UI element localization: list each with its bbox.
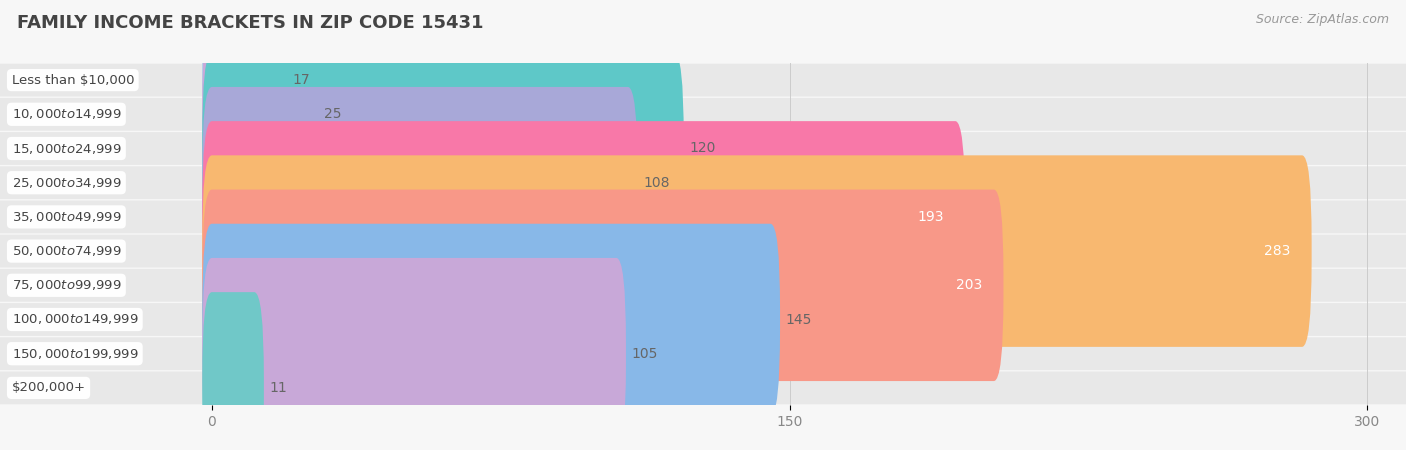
Text: 105: 105 xyxy=(631,346,658,361)
Text: 11: 11 xyxy=(270,381,287,395)
Text: 17: 17 xyxy=(292,73,311,87)
FancyBboxPatch shape xyxy=(202,189,1004,381)
FancyBboxPatch shape xyxy=(202,87,637,279)
FancyBboxPatch shape xyxy=(0,98,1406,130)
Text: $25,000 to $34,999: $25,000 to $34,999 xyxy=(11,176,121,190)
FancyBboxPatch shape xyxy=(202,258,626,450)
FancyBboxPatch shape xyxy=(0,132,1406,165)
FancyBboxPatch shape xyxy=(0,64,1406,96)
Text: $75,000 to $99,999: $75,000 to $99,999 xyxy=(11,278,121,293)
Text: 25: 25 xyxy=(323,107,342,122)
FancyBboxPatch shape xyxy=(0,303,1406,336)
FancyBboxPatch shape xyxy=(202,53,683,244)
Text: 283: 283 xyxy=(1264,244,1291,258)
FancyBboxPatch shape xyxy=(0,235,1406,267)
Text: $100,000 to $149,999: $100,000 to $149,999 xyxy=(11,312,138,327)
FancyBboxPatch shape xyxy=(0,372,1406,404)
FancyBboxPatch shape xyxy=(0,201,1406,233)
Text: Source: ZipAtlas.com: Source: ZipAtlas.com xyxy=(1256,14,1389,27)
Text: 203: 203 xyxy=(956,278,983,293)
FancyBboxPatch shape xyxy=(202,155,1312,347)
Text: $50,000 to $74,999: $50,000 to $74,999 xyxy=(11,244,121,258)
FancyBboxPatch shape xyxy=(0,166,1406,199)
Text: $150,000 to $199,999: $150,000 to $199,999 xyxy=(11,346,138,361)
FancyBboxPatch shape xyxy=(0,269,1406,302)
Text: 145: 145 xyxy=(786,312,813,327)
Text: Less than $10,000: Less than $10,000 xyxy=(11,74,134,86)
FancyBboxPatch shape xyxy=(202,18,318,210)
Text: $15,000 to $24,999: $15,000 to $24,999 xyxy=(11,141,121,156)
Text: $10,000 to $14,999: $10,000 to $14,999 xyxy=(11,107,121,122)
Text: $200,000+: $200,000+ xyxy=(11,382,86,394)
Text: 120: 120 xyxy=(689,141,716,156)
Text: 193: 193 xyxy=(917,210,943,224)
FancyBboxPatch shape xyxy=(202,224,780,415)
FancyBboxPatch shape xyxy=(202,292,264,450)
Text: $35,000 to $49,999: $35,000 to $49,999 xyxy=(11,210,121,224)
FancyBboxPatch shape xyxy=(202,0,287,176)
FancyBboxPatch shape xyxy=(0,338,1406,370)
Text: 108: 108 xyxy=(644,176,669,190)
Text: FAMILY INCOME BRACKETS IN ZIP CODE 15431: FAMILY INCOME BRACKETS IN ZIP CODE 15431 xyxy=(17,14,484,32)
FancyBboxPatch shape xyxy=(202,121,965,313)
